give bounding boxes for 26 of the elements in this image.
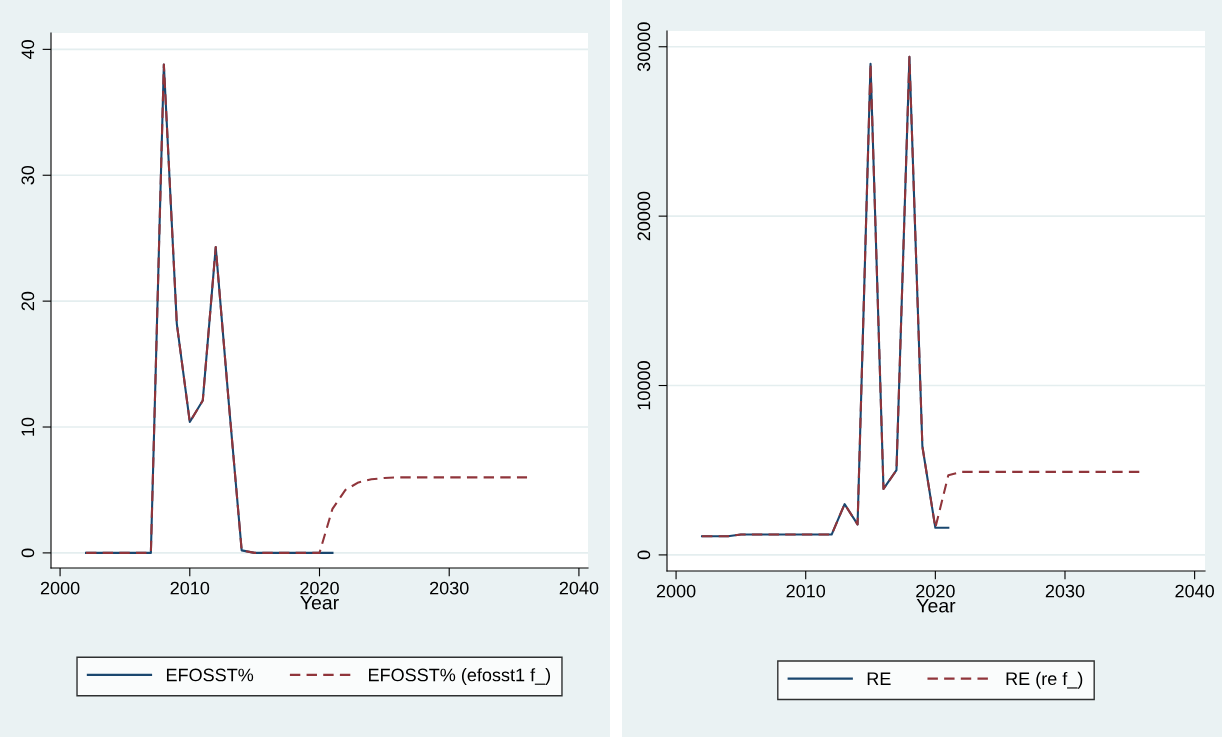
- x-tick-label: 2000: [40, 581, 80, 595]
- y-tick-label: 30000: [637, 22, 651, 72]
- legend-label: RE (re f_): [1006, 671, 1083, 689]
- x-tick-label: 2000: [656, 584, 696, 598]
- y-tick-label: 10: [21, 417, 35, 436]
- legend-label: RE: [867, 672, 891, 685]
- y-tick-label: 0: [637, 550, 651, 560]
- legend-label: EFOSST% (efosst1 f_): [369, 668, 551, 685]
- x-axis-title: Year: [300, 595, 339, 610]
- y-tick-label: 20: [21, 291, 35, 311]
- x-axis-title: Year: [916, 598, 956, 613]
- y-tick-label: 20000: [637, 191, 651, 241]
- x-tick-label: 2040: [1175, 584, 1215, 598]
- x-tick-label: 2010: [786, 584, 826, 598]
- legend-label: EFOSST%: [166, 668, 254, 682]
- y-tick-label: 30: [21, 165, 35, 185]
- x-tick-label: 2020: [916, 584, 955, 598]
- y-tick-label: 0: [21, 548, 35, 558]
- x-tick-label: 2010: [170, 581, 210, 595]
- x-tick-label: 2020: [300, 581, 339, 595]
- x-tick-label: 2030: [1045, 584, 1085, 598]
- y-tick-label: 10000: [637, 361, 651, 410]
- x-tick-label: 2040: [559, 581, 599, 595]
- y-tick-label: 40: [21, 40, 35, 59]
- x-tick-label: 2030: [430, 581, 469, 595]
- line-series: [84, 63, 529, 554]
